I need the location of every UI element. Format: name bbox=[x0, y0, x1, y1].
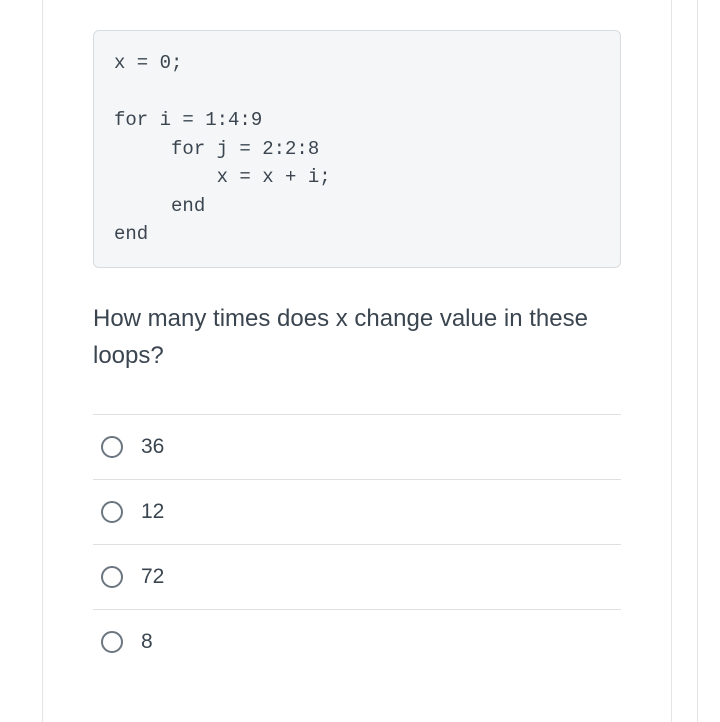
radio-icon[interactable] bbox=[101, 436, 123, 458]
radio-icon[interactable] bbox=[101, 566, 123, 588]
option-row[interactable]: 72 bbox=[93, 545, 621, 610]
option-row[interactable]: 8 bbox=[93, 610, 621, 674]
question-container: x = 0; for i = 1:4:9 for j = 2:2:8 x = x… bbox=[42, 0, 672, 722]
radio-icon[interactable] bbox=[101, 631, 123, 653]
code-block: x = 0; for i = 1:4:9 for j = 2:2:8 x = x… bbox=[93, 30, 621, 268]
option-label: 72 bbox=[141, 565, 164, 589]
options-list: 36 12 72 8 bbox=[93, 414, 621, 674]
right-border-decoration bbox=[697, 0, 698, 722]
option-row[interactable]: 36 bbox=[93, 415, 621, 480]
option-label: 12 bbox=[141, 500, 164, 524]
option-row[interactable]: 12 bbox=[93, 480, 621, 545]
option-label: 8 bbox=[141, 630, 153, 654]
option-label: 36 bbox=[141, 435, 164, 459]
question-text: How many times does x change value in th… bbox=[93, 300, 621, 374]
radio-icon[interactable] bbox=[101, 501, 123, 523]
